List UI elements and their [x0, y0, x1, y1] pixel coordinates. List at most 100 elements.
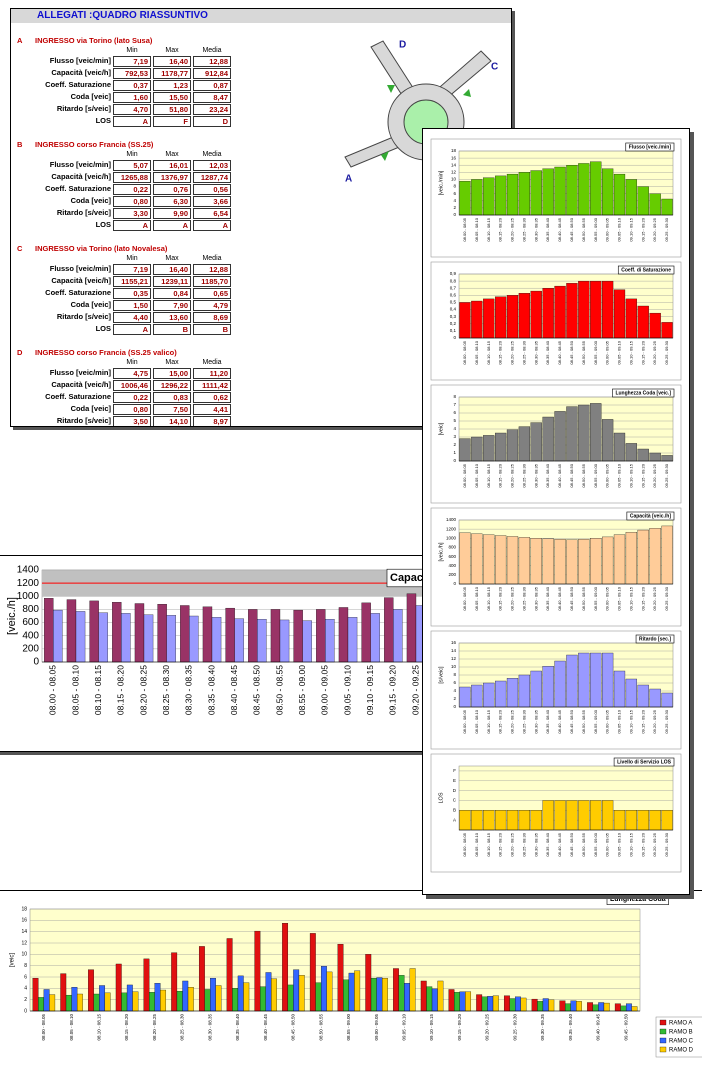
y-tick-label: 0,8 [450, 278, 457, 283]
bar [77, 994, 83, 1011]
x-tick-label: 09.20 - 09.25 [652, 709, 657, 733]
legend-swatch [660, 1020, 666, 1025]
y-axis-label: LOS [438, 792, 444, 803]
table-cell: 16,40 [153, 264, 191, 275]
x-tick-label: 08.35 - 08.40 [545, 586, 550, 610]
bar [266, 972, 272, 1011]
bar [531, 423, 542, 461]
section-letter: A [17, 35, 22, 47]
x-tick-label: 09.40 - 09.45 [596, 1014, 601, 1041]
bar [449, 989, 455, 1011]
row-label: Coeff. Saturazione [45, 183, 111, 195]
y-tick-label: 10 [451, 177, 457, 182]
x-tick-label: 08.30 - 08.35 [533, 463, 538, 487]
bar [593, 1005, 599, 1011]
x-tick-label: 08.50 - 08.55 [581, 832, 586, 856]
x-tick-label: 09.25 - 09.30 [664, 832, 669, 856]
table-cell: 3,30 [113, 208, 151, 219]
x-tick-label: 08.55 - 09.00 [593, 832, 598, 856]
bar [471, 437, 482, 461]
bar [519, 675, 530, 707]
y-tick-label: 10 [21, 952, 27, 958]
x-tick-label: 08.10 - 08.15 [93, 665, 103, 715]
row-label: Capacità [veic/h] [51, 275, 111, 287]
table-cell: 3,50 [113, 416, 151, 427]
x-tick-label: 08.00 - 08.05 [462, 832, 467, 856]
bar [543, 666, 554, 707]
bar [371, 978, 377, 1011]
table-cell: 1155,21 [113, 276, 151, 287]
x-tick-label: 08.00 - 08.05 [48, 665, 58, 715]
x-tick-label: 08.25 - 08.30 [521, 709, 526, 733]
table-cell: 912,84 [193, 68, 231, 79]
x-tick-label: 09.25 - 09.30 [664, 217, 669, 241]
x-tick-label: 08.00 - 08.05 [462, 340, 467, 364]
bar [226, 608, 235, 662]
bar [602, 537, 613, 584]
x-tick-label: 08.00 - 08.05 [462, 463, 467, 487]
bar [578, 405, 589, 461]
table-cell: 7,19 [113, 56, 151, 67]
bar [543, 169, 554, 215]
table-cell: 0,65 [193, 288, 231, 299]
bar [338, 944, 344, 1011]
x-tick-label: 09.15 - 09.20 [640, 832, 645, 856]
table-cell: 4,40 [113, 312, 151, 323]
table-cell: 1296,22 [153, 380, 191, 391]
x-tick-label: 08.30 - 08.35 [533, 217, 538, 241]
x-tick-label: 08.15 - 08.20 [116, 665, 126, 715]
section-letter: C [17, 243, 22, 255]
x-tick-label: 08.05 - 08.10 [70, 665, 80, 715]
bar [407, 594, 416, 662]
bar [650, 313, 661, 338]
x-tick-label: 09.15 - 09.20 [640, 217, 645, 241]
x-tick-label: 08.40 - 08.45 [557, 217, 562, 241]
x-tick-label: 08.45 - 08.50 [569, 832, 574, 856]
bar [638, 685, 649, 707]
table-cell: 1376,97 [153, 172, 191, 183]
x-tick-label: 08.50 - 08.55 [274, 665, 284, 715]
x-tick-label: 08.55 - 09.00 [593, 586, 598, 610]
row-label: Ritardo [s/veic] [57, 311, 111, 323]
y-tick-label: 0 [24, 1008, 27, 1014]
table-cell: 1,50 [113, 300, 151, 311]
x-tick-label: 08.35 - 08.40 [545, 217, 550, 241]
bar [171, 953, 177, 1011]
y-tick-label: 8 [24, 963, 27, 969]
x-tick-label: 09.15 - 09.20 [640, 709, 645, 733]
x-tick-label: 08.00 - 08.05 [462, 217, 467, 241]
y-tick-label: 400 [448, 563, 456, 568]
bar [549, 1000, 555, 1011]
bar [427, 987, 433, 1011]
bar [235, 619, 244, 662]
x-tick-label: 08.25 - 08.30 [521, 832, 526, 856]
bar [555, 800, 566, 830]
bar [566, 800, 577, 830]
y-tick-label: 400 [22, 630, 39, 641]
bar [495, 297, 506, 338]
bar [210, 978, 216, 1011]
x-tick-label: 08.30 - 08.35 [533, 586, 538, 610]
x-tick-label: 08.30 - 08.35 [207, 1014, 212, 1041]
x-tick-label: 09.20 - 09.25 [652, 217, 657, 241]
bar [543, 417, 554, 461]
x-tick-label: 08.35 - 08.40 [235, 1014, 240, 1041]
y-axis-label: [veic./h] [438, 542, 444, 561]
x-tick-label: 09.05 - 09.10 [342, 665, 352, 715]
x-tick-label: 08.30 - 08.35 [184, 665, 194, 715]
y-tick-label: F [453, 768, 456, 773]
table-cell: F [153, 116, 191, 127]
bar [555, 167, 566, 215]
chart-title: Livello di Servizio LOS [617, 759, 672, 765]
bar [382, 978, 388, 1011]
bar [248, 609, 257, 662]
y-tick-label: 6 [24, 974, 27, 980]
table-cell: 6,30 [153, 196, 191, 207]
x-tick-label: 08.55 - 09.00 [593, 217, 598, 241]
row-label: Coda [veic] [71, 195, 111, 207]
table-cell: 8,97 [193, 416, 231, 427]
x-tick-label: 08.20 - 08.25 [510, 217, 515, 241]
bar [343, 980, 349, 1011]
row-label: Capacità [veic/h] [51, 171, 111, 183]
bar [203, 607, 212, 662]
